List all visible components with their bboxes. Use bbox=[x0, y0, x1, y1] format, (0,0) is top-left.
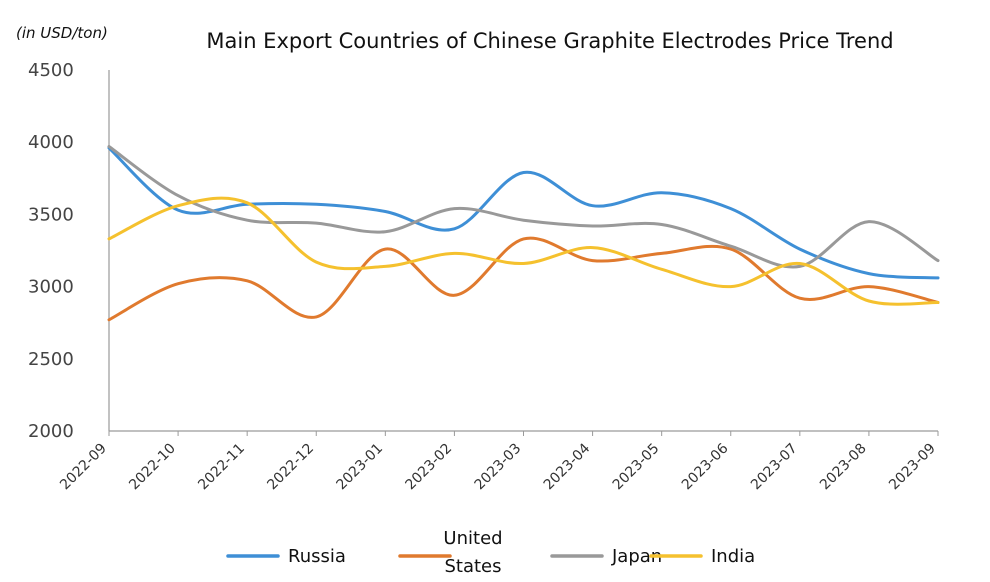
series-line-united-states bbox=[107, 236, 940, 322]
chart-title: Main Export Countries of Chinese Graphit… bbox=[206, 29, 893, 53]
x-tick-label: 2023-02 bbox=[403, 441, 456, 494]
y-tick-label: 2500 bbox=[28, 349, 74, 370]
y-unit-label: (in USD/ton) bbox=[16, 24, 108, 42]
legend: Russia United States Japan India bbox=[226, 528, 755, 577]
x-tick-label: 2022-10 bbox=[126, 441, 179, 494]
legend-label-united-states: United States bbox=[443, 528, 502, 577]
legend-label-russia: Russia bbox=[288, 546, 346, 567]
series-lines bbox=[107, 145, 940, 322]
x-tick-label: 2022-09 bbox=[57, 441, 110, 494]
series-line-india bbox=[107, 196, 940, 306]
legend-label-india: India bbox=[711, 546, 755, 567]
x-tick-label: 2023-04 bbox=[541, 440, 594, 493]
x-tick-label: 2023-08 bbox=[817, 441, 870, 494]
x-tick-label: 2023-09 bbox=[886, 441, 939, 494]
y-tick-label: 3500 bbox=[28, 204, 74, 225]
series-line-russia bbox=[107, 146, 940, 280]
y-tick-label: 3000 bbox=[28, 277, 74, 298]
y-tick-label: 4000 bbox=[28, 132, 74, 153]
x-tick-label: 2023-06 bbox=[679, 440, 732, 493]
x-tick-label: 2022-11 bbox=[195, 441, 248, 494]
x-tick-label: 2022-12 bbox=[264, 441, 317, 494]
legend-label-japan: Japan bbox=[611, 546, 662, 567]
x-tick-label: 2023-07 bbox=[748, 441, 801, 494]
y-tick-label: 4500 bbox=[28, 60, 74, 81]
x-tick-label: 2023-05 bbox=[610, 441, 663, 494]
y-tick-label: 2000 bbox=[28, 421, 74, 442]
x-tick-label: 2023-01 bbox=[333, 441, 386, 494]
x-tick-label: 2023-03 bbox=[472, 441, 525, 494]
